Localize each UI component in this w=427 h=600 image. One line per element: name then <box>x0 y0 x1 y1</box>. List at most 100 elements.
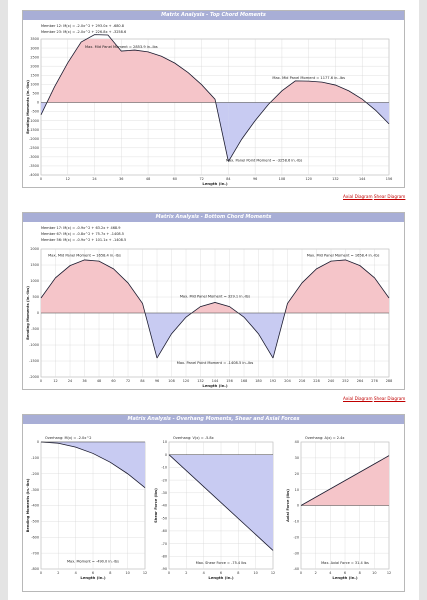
bottom-xtick-label: 216 <box>299 379 305 383</box>
overhang-axial-title: Overhang: A(x) = 2.4x <box>305 436 344 440</box>
bottom-xtick-label: 84 <box>140 379 144 383</box>
overhang-moment-annotation: Max. Moment = -490.0 in.-lbs <box>67 560 119 564</box>
overhang-title: Matrix Analysis - Overhang Moments, Shea… <box>23 415 404 424</box>
bottom-negative-area <box>157 313 273 359</box>
top-ytick-label: -1500 <box>29 128 39 132</box>
top-series-line <box>228 80 390 162</box>
overhang-axial-ytick-label: -10 <box>293 520 299 524</box>
top-xtick-label: 84 <box>226 177 230 181</box>
top-ytick-label: 3500 <box>30 37 39 41</box>
equation-line: Member 56: M(x) = -0.9x^2 + 101.1x + -14… <box>41 238 126 242</box>
bottom-yaxis-label: Bending Moments (in.-lbs) <box>26 286 30 340</box>
bottom-xtick-label: 96 <box>155 379 159 383</box>
bottom-ytick-label: 500 <box>33 295 39 299</box>
overhang-axial-xtick-label: 4 <box>329 571 331 575</box>
overhang-shear-ytick-label: -10 <box>161 466 167 470</box>
overhang-axial-ytick-label: 0 <box>297 504 299 508</box>
top-ytick-label: -3500 <box>29 164 39 168</box>
overhang-axial-yaxis-label: Axial Force (lbs) <box>286 489 290 522</box>
bottom-xtick-label: 264 <box>357 379 363 383</box>
overhang-axial-ytick-label: 40 <box>295 440 299 444</box>
bottom-chord-panel: Matrix Analysis - Bottom Chord Moments M… <box>22 212 405 390</box>
top-ytick-label: -1000 <box>29 119 39 123</box>
bottom-chord-title: Matrix Analysis - Bottom Chord Moments <box>23 213 404 222</box>
top-chord-links: Axial Diagram Shear Diagram <box>343 194 405 199</box>
top-xtick-label: 60 <box>173 177 177 181</box>
overhang-moment-ytick-label: 0 <box>37 440 39 444</box>
overhang-moment-xtick-label: 4 <box>75 571 77 575</box>
top-xtick-label: 0 <box>40 177 42 181</box>
equation-line: Member 67: M(x) = -0.8x^2 + 75.7x + -140… <box>41 232 124 236</box>
bottom-xtick-label: 252 <box>342 379 348 383</box>
right-border <box>419 0 427 600</box>
top-xtick-label: 36 <box>119 177 123 181</box>
overhang-shear-ytick-label: -40 <box>161 504 167 508</box>
top-ytick-label: 2500 <box>30 55 39 59</box>
bottom-positive-area <box>157 302 273 313</box>
bottom-ytick-label: -500 <box>31 327 39 331</box>
bottom-annotation: Max. Mid Panel Moment = 329.1 in.-lbs <box>180 295 250 299</box>
bottom-series-line <box>272 259 390 359</box>
bottom-positive-area <box>41 259 157 313</box>
overhang-axial-xtick-label: 0 <box>300 571 302 575</box>
top-positive-area <box>41 39 229 103</box>
top-chord-panel: Matrix Analysis - Top Chord Moments Memb… <box>22 10 405 188</box>
overhang-moment-xtick-label: 10 <box>126 571 130 575</box>
bottom-ytick-label: -1000 <box>29 343 39 347</box>
top-xtick-label: 72 <box>199 177 203 181</box>
top-xtick-label: 156 <box>386 177 392 181</box>
overhang-shear-ytick-label: -20 <box>161 478 167 482</box>
top-ytick-label: -2000 <box>29 137 39 141</box>
top-xtick-label: 96 <box>253 177 257 181</box>
overhang-moment-xtick-label: 8 <box>109 571 111 575</box>
bottom-xaxis-label: Length (in.) <box>202 383 227 388</box>
bottom-chord-chart: Member 17: M(x) = -0.9x^2 + 63.2x + 468.… <box>26 226 392 388</box>
overhang-shear-xtick-label: 10 <box>254 571 258 575</box>
overhang-shear-ytick-label: -30 <box>161 491 167 495</box>
top-ytick-label: 1000 <box>30 83 39 87</box>
overhang-moment-ytick-label: -100 <box>31 456 39 460</box>
axial-diagram-link[interactable]: Axial Diagram <box>343 194 373 199</box>
bottom-series-line <box>40 259 158 359</box>
overhang-moment-xtick-label: 12 <box>143 571 147 575</box>
bottom-series-line <box>156 302 274 359</box>
bottom-xtick-label: 36 <box>82 379 86 383</box>
bottom-annotation: Max. Panel Point Moment = -1408.5 in.-lb… <box>177 361 254 365</box>
top-ytick-label: 0 <box>37 101 39 105</box>
bottom-xtick-label: 240 <box>328 379 334 383</box>
bottom-xtick-label: 24 <box>68 379 72 383</box>
overhang-panel: Matrix Analysis - Overhang Moments, Shea… <box>22 414 405 592</box>
top-series-line <box>40 34 229 162</box>
bottom-annotation: Max. Mid Panel Moment = 1658.4 in.-lbs <box>48 254 121 258</box>
top-yaxis-label: Bending Moments (in.-lbs) <box>26 80 30 134</box>
overhang-shear-xtick-label: 2 <box>185 571 187 575</box>
overhang-axial-xtick-label: 6 <box>344 571 346 575</box>
overhang-moment-chart: Overhang: M(x) = -2.0x^20 2 4 6 8 10 120-100-2… <box>26 436 391 580</box>
overhang-shear-xtick-label: 6 <box>220 571 222 575</box>
bottom-xtick-label: 132 <box>197 379 203 383</box>
bottom-xtick-label: 192 <box>270 379 276 383</box>
top-positive-area <box>228 80 389 103</box>
shear-diagram-link[interactable]: Shear Diagram <box>373 194 406 199</box>
axial-diagram-link-2[interactable]: Axial Diagram <box>343 396 373 401</box>
overhang-moment-ytick-label: -600 <box>31 535 39 539</box>
overhang-shear-ytick-label: 0 <box>165 453 167 457</box>
top-xtick-label: 144 <box>359 177 365 181</box>
top-negative-area <box>228 102 389 162</box>
overhang-shear-ytick-label: 10 <box>163 440 167 444</box>
overhang-shear-ytick-label: -60 <box>161 529 167 533</box>
overhang-shear-ytick-label: -80 <box>161 555 167 559</box>
overhang-shear-ytick-label: -90 <box>161 567 167 571</box>
bottom-xtick-label: 108 <box>168 379 174 383</box>
bottom-xtick-label: 120 <box>183 379 189 383</box>
bottom-xtick-label: 276 <box>371 379 377 383</box>
overhang-moment-ytick-label: -700 <box>31 551 39 555</box>
top-xtick-label: 24 <box>92 177 96 181</box>
bottom-xtick-label: 144 <box>212 379 218 383</box>
overhang-moment-ytick-label: -200 <box>31 472 39 476</box>
overhang-shear-xaxis-label: Length (in.) <box>208 575 233 580</box>
bottom-positive-area <box>273 259 389 313</box>
overhang-moment-ytick-label: -300 <box>31 488 39 492</box>
shear-diagram-link-2[interactable]: Shear Diagram <box>373 396 406 401</box>
bottom-xtick-label: 12 <box>53 379 57 383</box>
